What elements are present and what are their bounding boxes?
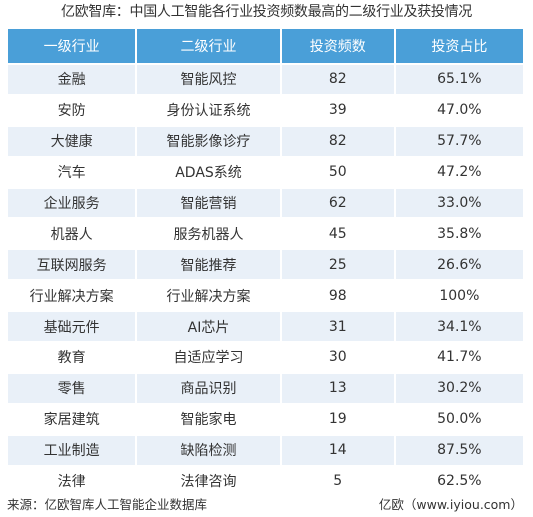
cell-investment-share: 50.0%	[395, 404, 523, 434]
cell-secondary-industry: 法律咨询	[137, 466, 280, 496]
table-row: 互联网服务 智能推荐 25 26.6%	[8, 250, 523, 280]
cell-secondary-industry: 智能影像诊疗	[137, 126, 280, 156]
header-investment-count: 投资频数	[281, 29, 394, 63]
cell-secondary-industry: AI芯片	[137, 312, 280, 342]
header-primary-industry: 一级行业	[8, 29, 136, 63]
brand-credit: 亿欧（www.iyiou.com）	[378, 497, 523, 512]
cell-secondary-industry: 服务机器人	[137, 219, 280, 249]
cell-secondary-industry: 智能风控	[137, 65, 280, 94]
table-header-row: 一级行业 二级行业 投资频数 投资占比	[8, 29, 523, 63]
cell-secondary-industry: 智能家电	[137, 404, 280, 434]
cell-secondary-industry: 智能营销	[137, 188, 280, 218]
cell-primary-industry: 企业服务	[8, 188, 136, 218]
table-row: 行业解决方案 行业解决方案 98 100%	[8, 281, 523, 311]
table-row: 大健康 智能影像诊疗 82 57.7%	[8, 126, 523, 156]
table-row: 汽车 ADAS系统 50 47.2%	[8, 157, 523, 187]
table-row: 机器人 服务机器人 45 35.8%	[8, 219, 523, 249]
cell-investment-count: 31	[281, 312, 394, 342]
cell-investment-count: 25	[281, 250, 394, 280]
cell-primary-industry: 机器人	[8, 219, 136, 249]
table-row: 金融 智能风控 82 65.1%	[8, 65, 523, 94]
cell-secondary-industry: 自适应学习	[137, 343, 280, 372]
cell-investment-count: 5	[281, 466, 394, 496]
table-body: 金融 智能风控 82 65.1% 安防 身份认证系统 39 47.0% 大健康 智能影像诊疗 82 5…	[8, 65, 523, 496]
cell-investment-count: 30	[281, 343, 394, 372]
cell-investment-count: 50	[281, 157, 394, 187]
cell-investment-share: 33.0%	[395, 188, 523, 218]
cell-primary-industry: 安防	[8, 95, 136, 125]
cell-primary-industry: 大健康	[8, 126, 136, 156]
cell-investment-count: 82	[281, 65, 394, 94]
cell-primary-industry: 基础元件	[8, 312, 136, 342]
cell-investment-share: 47.0%	[395, 95, 523, 125]
cell-investment-share: 30.2%	[395, 373, 523, 403]
cell-primary-industry: 汽车	[8, 157, 136, 187]
cell-investment-count: 62	[281, 188, 394, 218]
cell-investment-count: 14	[281, 435, 394, 465]
cell-secondary-industry: 行业解决方案	[137, 281, 280, 311]
cell-investment-share: 65.1%	[395, 65, 523, 94]
table-row: 法律 法律咨询 5 62.5%	[8, 466, 523, 496]
cell-primary-industry: 工业制造	[8, 435, 136, 465]
table-row: 安防 身份认证系统 39 47.0%	[8, 95, 523, 125]
table-row: 工业制造 缺陷检测 14 87.5%	[8, 435, 523, 465]
cell-investment-share: 26.6%	[395, 250, 523, 280]
cell-investment-count: 82	[281, 126, 394, 156]
cell-investment-share: 87.5%	[395, 435, 523, 465]
header-investment-share: 投资占比	[395, 29, 523, 63]
table-row: 基础元件 AI芯片 31 34.1%	[8, 312, 523, 342]
table-row: 教育 自适应学习 30 41.7%	[8, 343, 523, 372]
cell-investment-count: 98	[281, 281, 394, 311]
cell-secondary-industry: ADAS系统	[137, 157, 280, 187]
cell-investment-share: 100%	[395, 281, 523, 311]
cell-primary-industry: 零售	[8, 373, 136, 403]
cell-investment-share: 62.5%	[395, 466, 523, 496]
cell-primary-industry: 家居建筑	[8, 404, 136, 434]
cell-investment-count: 45	[281, 219, 394, 249]
cell-investment-share: 35.8%	[395, 219, 523, 249]
cell-investment-count: 13	[281, 373, 394, 403]
page-title: 亿欧智库：中国人工智能各行业投资频数最高的二级行业及获投情况	[61, 4, 472, 20]
cell-investment-share: 47.2%	[395, 157, 523, 187]
cell-investment-count: 19	[281, 404, 394, 434]
cell-primary-industry: 法律	[8, 466, 136, 496]
cell-investment-count: 39	[281, 95, 394, 125]
header-secondary-industry: 二级行业	[137, 29, 280, 63]
cell-secondary-industry: 智能推荐	[137, 250, 280, 280]
cell-primary-industry: 行业解决方案	[8, 281, 136, 311]
cell-secondary-industry: 身份认证系统	[137, 95, 280, 125]
cell-primary-industry: 互联网服务	[8, 250, 136, 280]
table-row: 家居建筑 智能家电 19 50.0%	[8, 404, 523, 434]
cell-primary-industry: 教育	[8, 343, 136, 372]
table-row: 零售 商品识别 13 30.2%	[8, 373, 523, 403]
table-row: 企业服务 智能营销 62 33.0%	[8, 188, 523, 218]
footer: 来源：亿欧智库人工智能企业数据库 亿欧（www.iyiou.com）	[0, 494, 533, 516]
cell-investment-share: 34.1%	[395, 312, 523, 342]
source-note: 来源：亿欧智库人工智能企业数据库	[7, 497, 208, 512]
cell-primary-industry: 金融	[8, 65, 136, 94]
cell-investment-share: 57.7%	[395, 126, 523, 156]
data-table: 一级行业 二级行业 投资频数 投资占比 金融 智能风控 82 65.1% 安防 身份认证系…	[6, 27, 525, 497]
cell-secondary-industry: 缺陷检测	[137, 435, 280, 465]
cell-investment-share: 41.7%	[395, 343, 523, 372]
cell-secondary-industry: 商品识别	[137, 373, 280, 403]
